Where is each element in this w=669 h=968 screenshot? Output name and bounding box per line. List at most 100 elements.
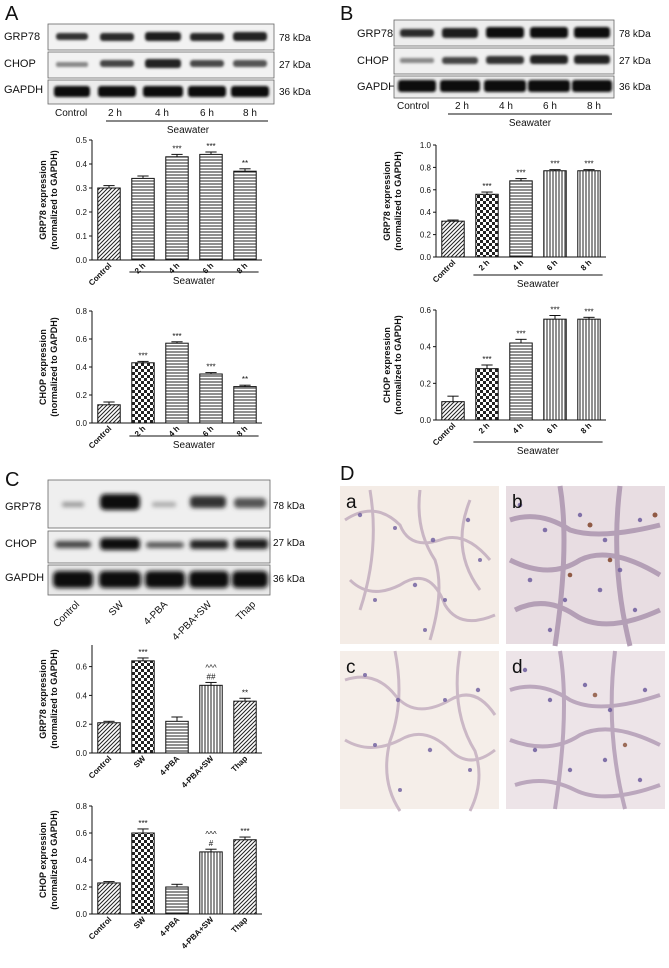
y-tick-label: 0.0 [76, 910, 88, 919]
band [54, 86, 90, 97]
band [233, 32, 267, 41]
bar [509, 180, 533, 258]
blot-label-chop: CHOP [357, 55, 389, 67]
y-axis-label: CHOP expression(normalized to GAPDH) [382, 315, 403, 415]
blot-label-gapdh: GAPDH [5, 572, 44, 584]
bar [199, 851, 223, 915]
micrograph-label: a [346, 492, 357, 513]
band [231, 86, 269, 97]
significance-mark: *** [138, 648, 147, 657]
chart-c-grp78: 0.0 0.2 0.4 0.6 GRP78 expression(normalized … [38, 645, 262, 790]
blot-panel-b: GRP78 CHOP GAPDH 78 kDa 27 kDa 36 kDa Co… [357, 19, 651, 129]
band [100, 60, 134, 67]
bar [577, 170, 601, 258]
micrograph-grid: a b [340, 485, 665, 812]
x-tick-label: SW [132, 915, 148, 931]
y-tick-label: 0.8 [420, 163, 432, 172]
bar [97, 882, 121, 915]
x-tick-label: 4 h [511, 421, 526, 436]
chart-c-chop: 0.0 0.2 0.4 0.6 0.8 CHOP expression(normalize… [38, 802, 262, 951]
y-tick-label: 0.4 [76, 160, 88, 169]
x-tick-label: 2 h [477, 258, 492, 273]
y-tick-label: 0.4 [76, 856, 88, 865]
bar [509, 342, 533, 421]
y-tick-label: 0.0 [420, 253, 432, 262]
bar [199, 153, 223, 261]
x-tick-label: Control [431, 421, 457, 447]
y-tick-label: 0.8 [76, 307, 88, 316]
band [143, 86, 183, 97]
y-axis-label: GRP78 expression(normalized to GAPDH) [382, 151, 403, 251]
lane-label: 4 h [499, 101, 513, 112]
kda-marker: 36 kDa [279, 87, 311, 98]
band [486, 56, 524, 64]
y-tick-label: 0.4 [76, 691, 88, 700]
y-tick-label: 0.2 [76, 720, 88, 729]
band [486, 27, 524, 38]
significance-mark: *** [206, 142, 215, 151]
band [442, 28, 478, 38]
band [152, 502, 176, 507]
band [528, 80, 570, 92]
band [232, 571, 268, 588]
y-tick-label: 0.4 [420, 343, 432, 352]
band [400, 29, 434, 37]
x-tick-label: 4 h [511, 258, 526, 273]
blot-panel-a: GRP78 CHOP GAPDH 78 kDa 27 kDa 36 kDa Co… [4, 23, 311, 136]
y-tick-label: 0.0 [76, 256, 88, 265]
bar [233, 386, 257, 424]
y-tick-label: 0.0 [420, 416, 432, 425]
y-tick-label: 0.4 [420, 208, 432, 217]
significance-mark: ** [242, 688, 248, 697]
lane-label: Control [55, 108, 87, 119]
micrograph-d: d [506, 650, 665, 810]
significance-mark: *** [584, 307, 593, 316]
kda-marker: 36 kDa [619, 82, 651, 93]
micrograph-label: d [512, 657, 523, 678]
bar [97, 404, 121, 424]
blot-label-chop: CHOP [5, 538, 37, 550]
blot-label-grp78: GRP78 [4, 31, 40, 43]
lane-label: 8 h [243, 108, 257, 119]
x-tick-label: 6 h [545, 258, 560, 273]
bar [441, 220, 465, 258]
bar [475, 193, 499, 258]
band [398, 80, 436, 92]
y-tick-label: 0.0 [76, 749, 88, 758]
band [440, 80, 480, 92]
x-tick-label: SW [132, 754, 148, 770]
bar [165, 720, 189, 754]
group-label: Seawater [517, 446, 560, 457]
y-axis-label: CHOP expression(normalized to GAPDH) [38, 317, 59, 417]
bar [543, 170, 567, 258]
y-tick-label: 0.4 [76, 363, 88, 372]
significance-mark: *** [482, 182, 491, 191]
blot-label-grp78: GRP78 [357, 28, 393, 40]
micrograph-label: c [346, 657, 356, 678]
band [188, 86, 226, 97]
bar [165, 886, 189, 915]
bar [131, 832, 155, 915]
bar [233, 839, 257, 915]
band [190, 33, 224, 41]
significance-mark: *** [172, 332, 181, 341]
y-tick-label: 0.6 [420, 306, 432, 315]
bar-charts: 0.0 0.1 0.2 0.3 0.4 0.5 GRP78 expression(norma… [38, 136, 606, 951]
bar [131, 660, 155, 754]
lane-label: Thap [234, 599, 258, 623]
x-tick-label: Control [87, 915, 113, 941]
x-tick-label: 4-PBA [158, 754, 181, 777]
y-tick-label: 0.5 [76, 136, 88, 145]
x-tick-label: 4-PBA [158, 915, 181, 938]
x-tick-label: 2 h [477, 421, 492, 436]
x-tick-label: Control [87, 754, 113, 780]
bar [165, 342, 189, 424]
band [190, 60, 224, 67]
band [234, 539, 268, 549]
lane-label: 4-PBA+SW [170, 599, 214, 643]
significance-mark: *** [550, 160, 559, 169]
band [234, 498, 266, 508]
panel-label-d: D [340, 463, 354, 485]
band [100, 33, 134, 41]
